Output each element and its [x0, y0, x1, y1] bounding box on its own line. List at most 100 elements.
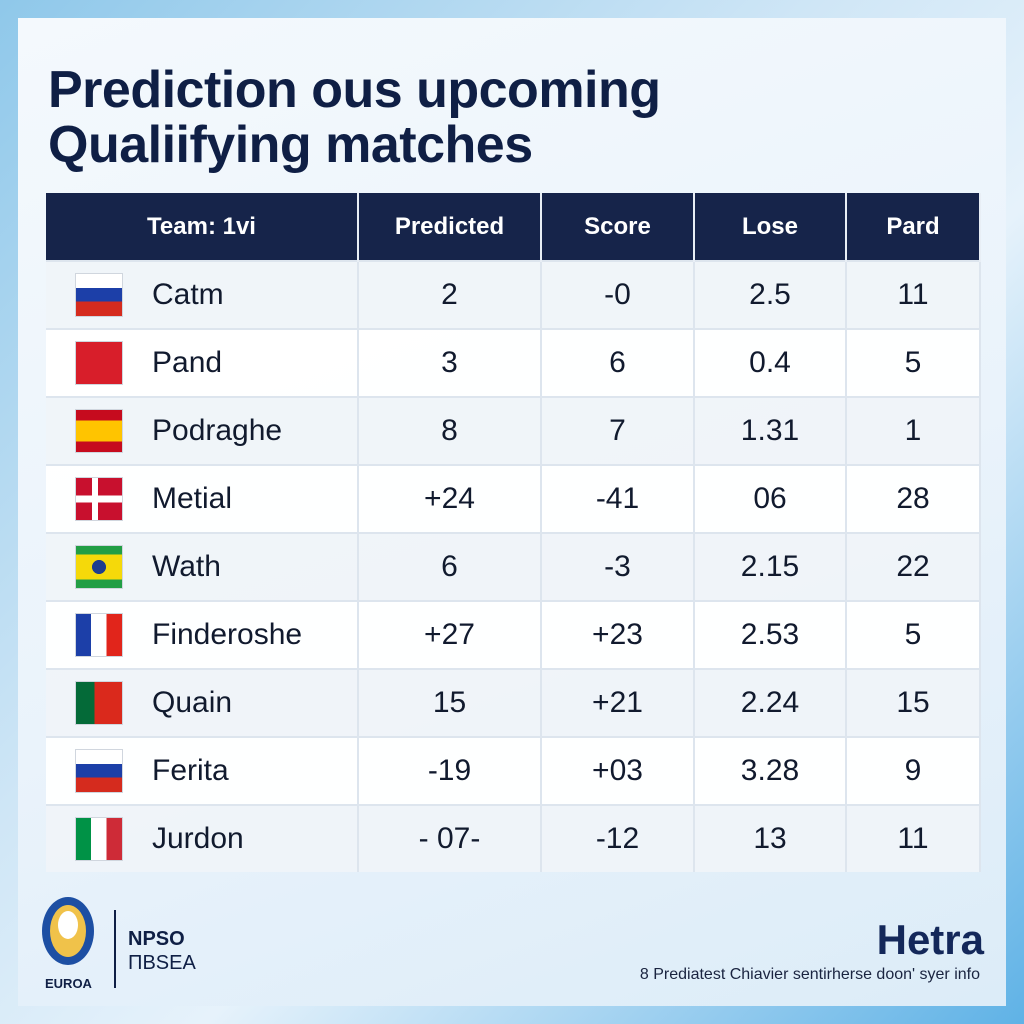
table-row: Metial +24 -41 06 28: [46, 464, 981, 533]
table-row: Finderoshe +27 +23 2.53 5: [46, 600, 981, 669]
cell-text: 5: [904, 346, 922, 379]
value-cell: 6: [358, 532, 542, 601]
value-cell: +21: [541, 668, 695, 737]
team-cell: Wath: [46, 532, 359, 601]
value-cell: 28: [846, 464, 981, 533]
column-header: Predicted: [358, 193, 542, 261]
cell-text: +24: [424, 482, 475, 515]
value-cell: +03: [541, 736, 695, 805]
team-cell: Catm: [46, 260, 359, 329]
cell-text: -19: [427, 754, 472, 787]
value-cell: -19: [358, 736, 542, 805]
cell-text: Pand: [152, 346, 223, 379]
cell-text: 6: [441, 550, 458, 583]
cell-text: -12: [595, 822, 640, 855]
flag: [76, 274, 122, 316]
value-cell: 2.53: [694, 600, 847, 669]
flag: [76, 682, 122, 724]
cell-text: Ferita: [152, 754, 229, 787]
cell-text: 15: [896, 686, 930, 719]
team-cell: Quain: [46, 668, 359, 737]
cell-text: 3: [441, 346, 458, 379]
cell-text: +03: [592, 754, 643, 787]
cell-text: -0: [604, 278, 631, 311]
cell-text: 7: [609, 414, 626, 447]
flag: [76, 546, 122, 588]
cell-text: Catm: [152, 278, 224, 311]
column-header: Team: 1vi: [46, 193, 359, 261]
value-cell: 5: [846, 600, 981, 669]
cell-text: Quain: [152, 686, 233, 719]
flag: [76, 750, 122, 792]
value-cell: 22: [846, 532, 981, 601]
cell-text: +27: [424, 618, 475, 651]
flag: [76, 614, 122, 656]
value-cell: 15: [846, 668, 981, 737]
cell-text: 8: [441, 414, 458, 447]
table-row: Pand 3 6 0.4 5: [46, 328, 981, 397]
table-body: Catm 2 -0 2.5 11 Pand 3 6 0.4 5 Podraghe 8 7 1.31 1 Met…: [46, 260, 981, 872]
table-row: Ferita -19 +03 3.28 9: [46, 736, 981, 805]
value-cell: 11: [846, 804, 981, 872]
cell-text: 2.53: [740, 618, 800, 651]
value-cell: -41: [541, 464, 695, 533]
value-cell: 6: [541, 328, 695, 397]
team-cell: Finderoshe: [46, 600, 359, 669]
cell-text: 2.5: [749, 278, 791, 311]
column-header: Pard: [846, 193, 981, 261]
value-cell: +24: [358, 464, 542, 533]
value-cell: 0.4: [694, 328, 847, 397]
cell-text: -41: [595, 482, 640, 515]
value-cell: 06: [694, 464, 847, 533]
org-line: NPSO: [128, 928, 185, 950]
logo: [42, 897, 94, 965]
cell-text: 06: [753, 482, 787, 515]
value-cell: 13: [694, 804, 847, 872]
cell-text: 22: [896, 550, 930, 583]
cell-text: 2: [441, 278, 458, 311]
value-cell: 2.5: [694, 260, 847, 329]
flag: [76, 478, 122, 520]
cell-text: 9: [904, 754, 922, 787]
cell-text: Podraghe: [152, 414, 283, 447]
value-cell: -3: [541, 532, 695, 601]
value-cell: 1.31: [694, 396, 847, 465]
cell-text: 15: [432, 686, 467, 719]
value-cell: - 07-: [358, 804, 542, 872]
team-cell: Jurdon: [46, 804, 359, 872]
value-cell: 5: [846, 328, 981, 397]
cell-text: - 07-: [418, 822, 481, 855]
value-cell: 7: [541, 396, 695, 465]
column-header: Lose: [694, 193, 847, 261]
cell-text: 13: [753, 822, 787, 855]
cell-text: Finderoshe: [152, 618, 303, 651]
cell-text: 1: [904, 414, 922, 447]
cell-text: 2.15: [740, 550, 800, 583]
cell-text: 6: [609, 346, 626, 379]
cell-text: 5: [904, 618, 922, 651]
cell-text: -3: [604, 550, 631, 583]
cell-text: 11: [897, 278, 929, 311]
value-cell: 11: [846, 260, 981, 329]
value-cell: -12: [541, 804, 695, 872]
flag: [76, 342, 122, 384]
logo-text: EUROA: [45, 976, 92, 991]
table-row: Catm 2 -0 2.5 11: [46, 260, 981, 329]
table-row: Quain 15 +21 2.24 15: [46, 668, 981, 737]
brand: Hetra: [876, 916, 984, 963]
value-cell: 2.15: [694, 532, 847, 601]
team-cell: Ferita: [46, 736, 359, 805]
column-header: Score: [541, 193, 695, 261]
cell-text: +21: [592, 686, 643, 719]
value-cell: 3.28: [694, 736, 847, 805]
cell-text: 3.28: [740, 754, 800, 787]
team-cell: Metial: [46, 464, 359, 533]
cell-text: 2.24: [740, 686, 800, 719]
value-cell: 2: [358, 260, 542, 329]
table-row: Jurdon - 07- -12 13 11: [46, 804, 981, 872]
cell-text: 0.4: [749, 346, 791, 379]
team-cell: Pand: [46, 328, 359, 397]
team-cell: Podraghe: [46, 396, 359, 465]
value-cell: 9: [846, 736, 981, 805]
title-line: Prediction ous upcoming: [48, 61, 661, 119]
